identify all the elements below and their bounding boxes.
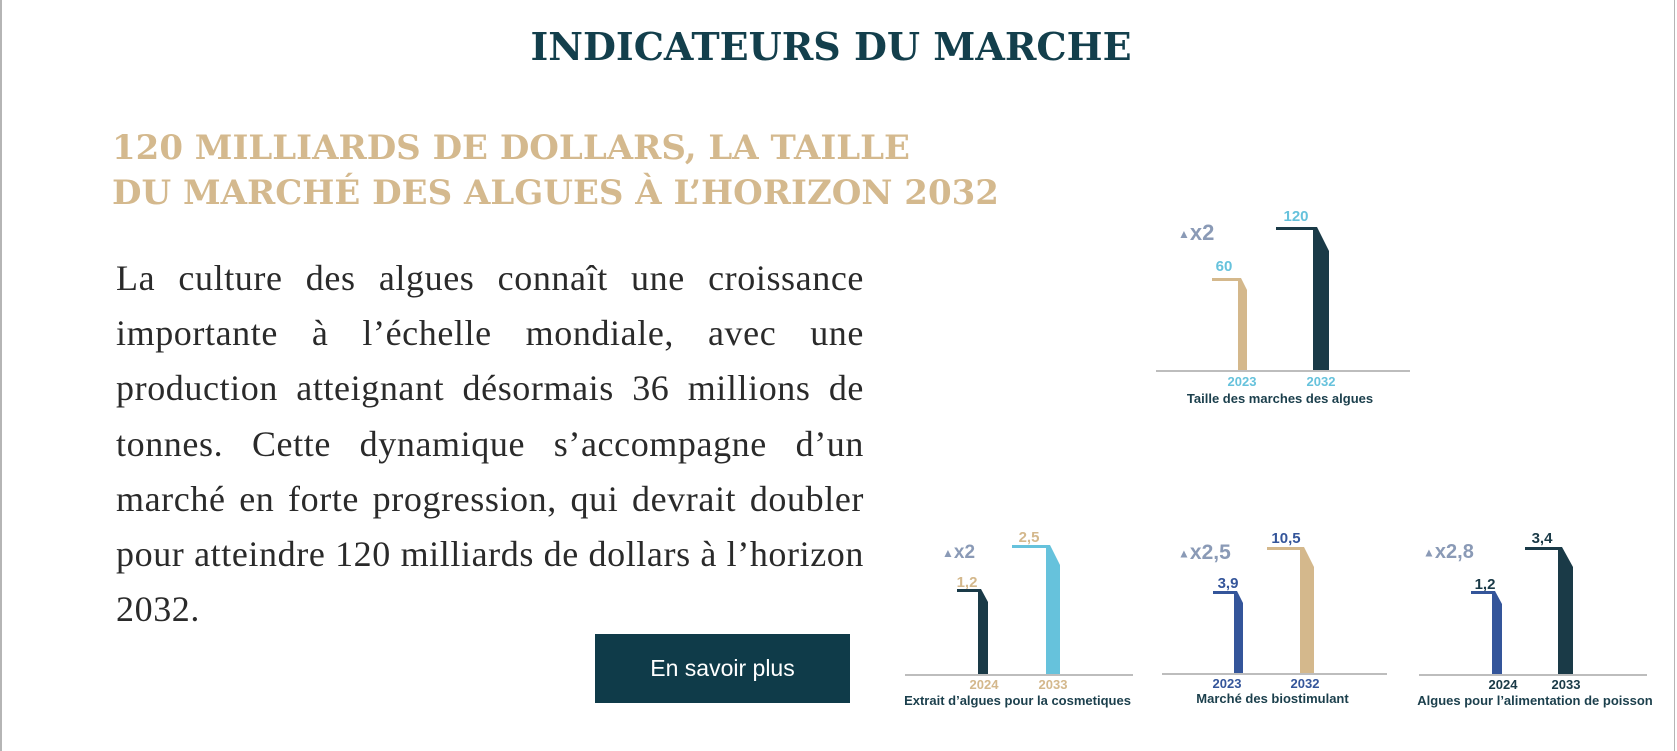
value-label: 2,5 (1018, 529, 1040, 546)
year-label: 2024 (1488, 677, 1518, 692)
bar-2032 (1276, 227, 1329, 370)
chart-algae-market-size: ▲x2 60 120 2023 2032 Taille des marches … (1150, 200, 1420, 410)
value-label: 120 (1283, 208, 1309, 225)
year-label: 2033 (1551, 677, 1581, 692)
chart-caption: Taille des marches des algues (1186, 391, 1374, 406)
headline-line-2: DU MARCHÉ DES ALGUES À L’HORIZON 2032 (112, 173, 999, 213)
chart-baseline (1419, 674, 1647, 676)
year-label: 2033 (1038, 677, 1068, 692)
year-label: 2032 (1306, 374, 1336, 389)
chevron-up-icon: ▲ (942, 545, 954, 560)
multiplier-label: ▲x2 (942, 542, 975, 564)
chevron-up-icon: ▲ (1178, 546, 1190, 561)
multiplier-value: x2 (953, 542, 976, 563)
chart-caption: Extrait d’algues pour la cosmetiques (904, 693, 1131, 708)
year-label: 2023 (1227, 374, 1257, 389)
multiplier-label: ▲x2,5 (1178, 541, 1231, 565)
page-title: INDICATEURS DU MARCHE (530, 24, 1132, 69)
chevron-up-icon: ▲ (1178, 227, 1190, 242)
multiplier-label: ▲x2 (1178, 220, 1214, 246)
chart-biostimulant-market: ▲x2,5 3,9 10,5 2023 2032 Marché des bios… (1160, 525, 1400, 715)
bar-2024 (1471, 591, 1502, 674)
multiplier-value: x2,5 (1189, 541, 1231, 564)
multiplier-value: x2 (1189, 220, 1215, 245)
bar-2033 (1012, 545, 1060, 674)
learn-more-button[interactable]: En savoir plus (595, 634, 850, 703)
value-label: 3,9 (1217, 575, 1239, 592)
chart-caption: Algues pour l’alimentation de poisson (1417, 693, 1653, 708)
value-label: 1,2 (1474, 576, 1496, 593)
bar-2024 (957, 589, 988, 674)
headline-line-1: 120 MILLIARDS DE DOLLARS, LA TAILLE (112, 128, 910, 168)
year-label: 2024 (969, 677, 999, 692)
body-paragraph: La culture des algues connaît une croiss… (116, 258, 864, 630)
value-label: 3,4 (1531, 530, 1553, 547)
value-label: 1,2 (956, 574, 978, 591)
bar-2033 (1525, 547, 1573, 674)
multiplier-value: x2,8 (1434, 541, 1474, 563)
chart-baseline (905, 674, 1133, 676)
value-label: 10,5 (1271, 530, 1301, 547)
chart-fish-feed-algae: ▲x2,8 1,2 3,4 2024 2033 Algues pour l’al… (1415, 525, 1665, 715)
chevron-up-icon: ▲ (1423, 545, 1435, 560)
year-label: 2023 (1212, 676, 1242, 691)
bar-2023 (1213, 591, 1243, 674)
value-label: 60 (1215, 258, 1233, 275)
chart-cosmetics-extract: ▲x2 1,2 2,5 2024 2033 Extrait d’algues p… (900, 525, 1140, 715)
chart-baseline (1162, 673, 1387, 675)
bar-2023 (1212, 278, 1247, 370)
bar-2032 (1267, 547, 1314, 674)
year-label: 2032 (1290, 676, 1320, 691)
chart-baseline (1156, 370, 1410, 372)
chart-caption: Marché des biostimulant (1196, 691, 1349, 706)
multiplier-label: ▲x2,8 (1423, 541, 1474, 564)
headline: 120 MILLIARDS DE DOLLARS, LA TAILLE DU M… (112, 126, 1012, 216)
